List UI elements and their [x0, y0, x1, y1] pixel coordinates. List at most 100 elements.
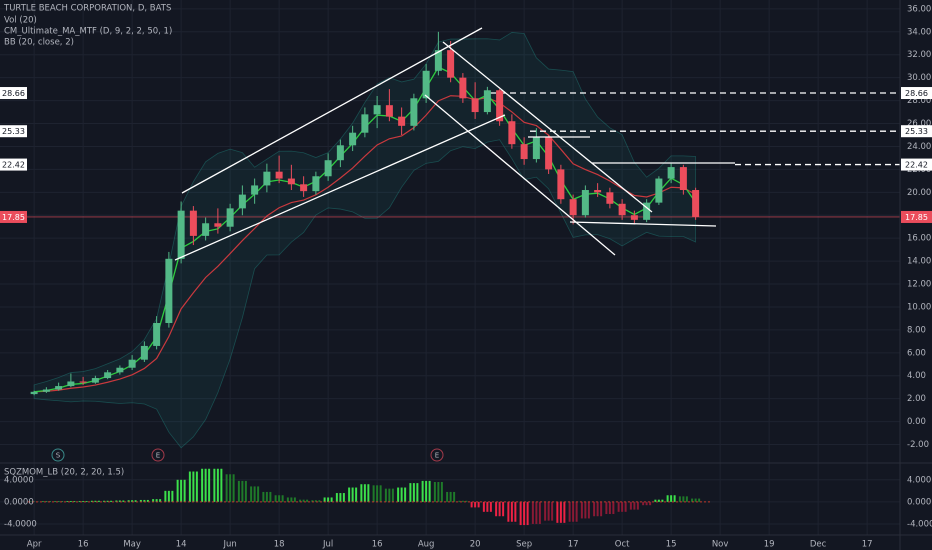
- y-tick-label: 0.00: [907, 417, 926, 427]
- x-tick-label: May: [123, 540, 141, 550]
- price-level-label: 28.66: [2, 89, 25, 98]
- y-tick-label: 4.00: [907, 371, 926, 381]
- price-level-label-box: [901, 158, 932, 171]
- y-tick-label: 12.00: [907, 280, 931, 290]
- candle-body: [508, 121, 516, 145]
- price-level-label-box: [901, 87, 932, 100]
- x-tick-label: 17: [568, 540, 579, 550]
- oscillator: [28, 468, 710, 526]
- price-level-label-box: [0, 158, 27, 171]
- x-tick-label: Apr: [27, 540, 42, 550]
- candle-body: [67, 381, 75, 387]
- y-tick-label: 14.00: [907, 257, 931, 267]
- candle-body: [202, 223, 210, 236]
- y-tick-label: -4.0000: [4, 519, 37, 529]
- x-tick-label: 17: [862, 540, 873, 550]
- candle-body: [361, 114, 369, 133]
- x-tick-label: Aug: [418, 540, 435, 550]
- candle-body: [312, 176, 320, 192]
- candle-body: [520, 144, 528, 160]
- event-label: E: [156, 452, 160, 460]
- y-tick-label: -2.00: [907, 440, 929, 450]
- candle-body: [557, 169, 565, 200]
- candle-body: [336, 145, 344, 161]
- candle-body: [324, 160, 332, 177]
- x-tick-label: 15: [666, 540, 677, 550]
- trendline: [569, 221, 717, 227]
- candle-body: [140, 345, 148, 360]
- candle-body: [483, 90, 491, 113]
- y-tick-label: 2.00: [907, 394, 926, 404]
- candle-body: [398, 116, 406, 126]
- x-tick-label: Sep: [516, 540, 532, 550]
- trendline: [174, 114, 506, 261]
- indicator-label: CM_Ultimate_MA_MTF (D, 9, 2, 2, 50, 1): [4, 27, 172, 37]
- y-tick-label: 30.00: [907, 73, 931, 83]
- x-tick-label: 18: [274, 540, 285, 550]
- x-tick-label: 20: [470, 540, 481, 550]
- candle-body: [177, 210, 185, 259]
- candle-body: [385, 105, 393, 117]
- candle-body: [287, 178, 295, 185]
- x-tick-label: 19: [764, 540, 775, 550]
- candle-body: [275, 171, 283, 179]
- labels: 36.0034.0032.0030.0028.0026.0024.0022.00…: [0, 4, 932, 550]
- y-tick-label: 26.00: [907, 119, 931, 129]
- price-level-label: 22.42: [905, 161, 928, 170]
- candle-body: [471, 98, 479, 113]
- event-marker: [151, 448, 165, 462]
- y-tick-label: 28.00: [907, 96, 931, 106]
- trendline: [181, 27, 483, 194]
- candle-body: [165, 258, 173, 324]
- candle-body: [116, 367, 124, 373]
- candle-body: [153, 323, 161, 346]
- x-tick-label: Nov: [712, 540, 729, 550]
- y-tick-label: -4.0000: [907, 519, 932, 529]
- candle-body: [104, 372, 112, 379]
- candle-body: [545, 137, 553, 170]
- candle-body: [606, 192, 614, 204]
- candle-body: [300, 184, 308, 192]
- x-tick-label: Jun: [222, 540, 236, 550]
- price-level-label-box: [0, 87, 27, 100]
- price-level-label-box: [901, 125, 932, 138]
- x-tick-label: Dec: [810, 540, 827, 550]
- candle-body: [594, 190, 602, 193]
- last-price-label: 17.85: [905, 213, 928, 222]
- candle-body: [532, 137, 540, 160]
- y-tick-label: 4.0000: [907, 475, 932, 485]
- candles: [30, 31, 700, 396]
- chart-title: TURTLE BEACH CORPORATION, D, BATS: [3, 4, 171, 14]
- y-tick-label: 32.00: [907, 50, 931, 60]
- candle-body: [643, 202, 651, 220]
- last-price-label-box: [0, 210, 27, 223]
- y-tick-label: 24.00: [907, 142, 931, 152]
- candle-body: [55, 386, 63, 390]
- y-tick-label: 10.00: [907, 302, 931, 312]
- candle-body: [692, 190, 700, 217]
- candle-body: [79, 381, 87, 383]
- event-label: S: [56, 452, 61, 460]
- candle-body: [496, 90, 504, 122]
- y-tick-label: 20.00: [907, 188, 931, 198]
- candle-body: [630, 215, 638, 220]
- event-marker: [51, 448, 65, 462]
- candle-body: [238, 194, 246, 209]
- x-tick-label: 16: [372, 540, 383, 550]
- price-level-label: 22.42: [2, 161, 25, 170]
- candle-body: [667, 167, 675, 179]
- trendlines: [174, 27, 735, 261]
- candle-body: [214, 223, 222, 227]
- candle-body: [91, 378, 99, 383]
- candle-body: [226, 208, 234, 227]
- x-tick-label: 14: [176, 540, 187, 550]
- y-tick-label: 36.00: [907, 4, 931, 14]
- candle-body: [581, 190, 589, 216]
- y-tick-label: 34.00: [907, 27, 931, 37]
- candle-body: [42, 389, 50, 392]
- trendline: [442, 41, 653, 213]
- y-tick-label: 6.00: [907, 348, 926, 358]
- indicator-label: Vol (20): [4, 16, 37, 26]
- y-tick-label: 8.00: [907, 325, 926, 335]
